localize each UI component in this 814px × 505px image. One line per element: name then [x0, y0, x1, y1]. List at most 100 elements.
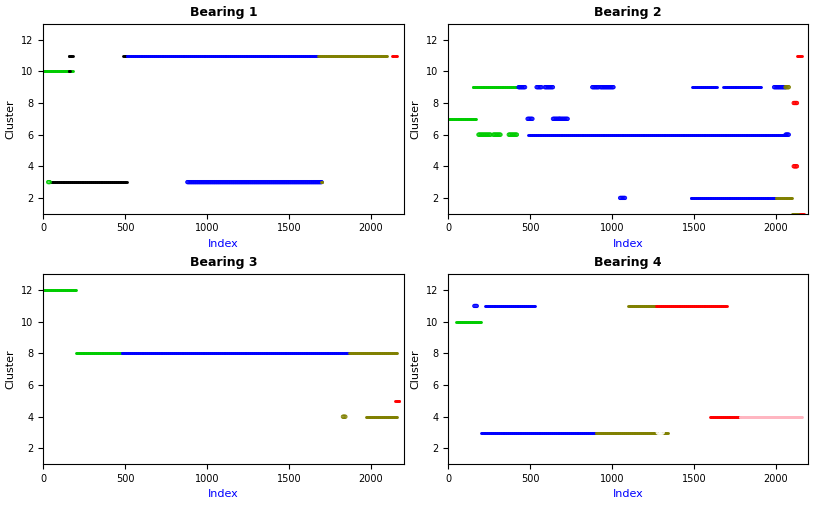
Point: [689, 194, 702, 202]
Point: [777, 413, 790, 421]
Point: [261, 349, 274, 358]
Point: [322, 52, 335, 60]
Point: [564, 131, 577, 139]
Point: [558, 428, 571, 436]
Point: [703, 302, 716, 310]
Point: [717, 131, 730, 139]
Point: [664, 302, 677, 310]
Point: [791, 210, 804, 218]
Point: [504, 83, 517, 91]
Point: [50, 178, 63, 186]
Point: [710, 302, 723, 310]
Point: [733, 194, 746, 202]
Point: [184, 52, 197, 60]
Point: [528, 131, 541, 139]
Point: [615, 428, 628, 436]
Point: [645, 428, 658, 436]
Point: [254, 178, 267, 186]
Point: [794, 52, 807, 60]
Point: [377, 413, 390, 421]
Point: [339, 349, 352, 358]
Point: [177, 349, 190, 358]
Point: [601, 83, 614, 91]
Point: [350, 349, 363, 358]
Point: [212, 178, 225, 186]
Point: [781, 131, 794, 139]
Point: [57, 178, 70, 186]
Point: [206, 349, 219, 358]
Point: [486, 83, 499, 91]
Point: [443, 115, 456, 123]
Point: [74, 178, 87, 186]
Point: [155, 52, 168, 60]
Point: [42, 286, 55, 294]
Point: [661, 302, 674, 310]
Point: [64, 286, 77, 294]
Point: [777, 194, 790, 202]
Point: [797, 210, 810, 218]
Point: [267, 52, 280, 60]
Point: [538, 428, 551, 436]
Point: [339, 52, 352, 60]
Point: [390, 52, 403, 60]
Point: [693, 302, 706, 310]
Point: [595, 428, 608, 436]
Point: [230, 52, 243, 60]
Point: [62, 67, 75, 75]
Point: [637, 428, 650, 436]
Point: [528, 428, 541, 436]
Point: [767, 194, 780, 202]
Point: [727, 194, 740, 202]
Point: [742, 131, 755, 139]
Point: [463, 318, 476, 326]
Point: [739, 83, 752, 91]
Point: [542, 131, 555, 139]
Point: [761, 194, 774, 202]
Point: [42, 286, 55, 294]
Point: [292, 349, 305, 358]
Point: [150, 349, 163, 358]
Point: [383, 413, 396, 421]
Point: [43, 286, 56, 294]
Point: [49, 178, 62, 186]
Point: [632, 131, 645, 139]
Point: [650, 428, 663, 436]
Point: [205, 178, 218, 186]
Point: [576, 428, 589, 436]
Point: [780, 131, 793, 139]
Point: [488, 131, 501, 139]
Point: [180, 52, 193, 60]
Point: [604, 428, 617, 436]
Point: [92, 349, 105, 358]
Point: [315, 349, 328, 358]
Point: [69, 286, 82, 294]
Point: [46, 67, 59, 75]
Point: [241, 349, 254, 358]
Point: [771, 194, 784, 202]
Point: [452, 115, 465, 123]
X-axis label: Index: Index: [613, 239, 644, 249]
Point: [571, 428, 584, 436]
Point: [217, 178, 230, 186]
Point: [695, 302, 708, 310]
Point: [588, 428, 601, 436]
Point: [322, 349, 335, 358]
Point: [271, 178, 284, 186]
Point: [256, 178, 269, 186]
Point: [100, 178, 113, 186]
Point: [531, 131, 544, 139]
Point: [165, 52, 178, 60]
Point: [370, 413, 383, 421]
Point: [685, 194, 698, 202]
Point: [497, 83, 510, 91]
Point: [317, 52, 330, 60]
Point: [564, 131, 577, 139]
Point: [599, 131, 612, 139]
Point: [571, 428, 584, 436]
Point: [370, 413, 383, 421]
Point: [339, 349, 352, 358]
Point: [238, 349, 251, 358]
Point: [311, 52, 324, 60]
Point: [244, 178, 257, 186]
Point: [492, 428, 505, 436]
